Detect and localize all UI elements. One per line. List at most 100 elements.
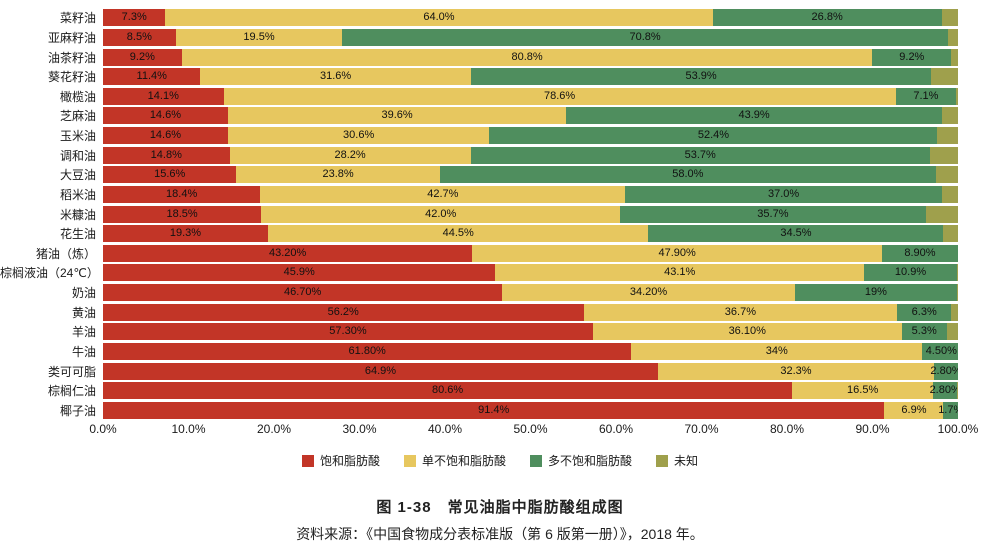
bar-segment-monounsaturated: 6.9% [884, 401, 944, 419]
bar-segment-monounsaturated: 28.2% [229, 146, 471, 164]
bar-segment-unknown [931, 68, 958, 86]
category-label: 芝麻油 [59, 109, 96, 124]
legend-swatch-polyunsaturated [530, 454, 542, 467]
bar-segment-monounsaturated: 43.1% [495, 264, 864, 282]
bar-segment-monounsaturated: 19.5% [175, 28, 343, 46]
category-label: 猪油（炼） [35, 246, 96, 261]
bar-segment-unknown [946, 323, 958, 341]
segment-value-label: 36.7% [724, 305, 756, 318]
segment-value-label: 15.6% [154, 168, 186, 181]
x-tick-label: 60.0% [598, 422, 634, 436]
x-tick-label: 80.0% [769, 422, 805, 436]
segment-value-label: 80.8% [511, 50, 543, 63]
segment-value-label: 43.1% [664, 266, 696, 279]
segment-value-label: 46.70% [283, 286, 322, 299]
bar-segment-saturated: 64.9% [103, 362, 658, 380]
chart-row: 芝麻油 14.6% 39.6% 43.9% [0, 106, 958, 126]
bar-segment-monounsaturated: 78.6% [223, 87, 896, 105]
chart-row: 棕榈仁油 80.6% 16.5% 2.80% [0, 381, 958, 401]
segment-value-label: 6.3% [911, 305, 937, 318]
x-tick-label: 70.0% [684, 422, 719, 436]
segment-value-label: 2.80% [929, 384, 958, 397]
category-label: 黄油 [71, 305, 96, 320]
legend-label: 未知 [674, 454, 699, 468]
segment-value-label: 14.8% [150, 148, 182, 161]
category-label: 油茶籽油 [47, 50, 96, 65]
x-tick-label: 90.0% [855, 422, 890, 436]
segment-value-label: 64.0% [423, 11, 455, 24]
bar-segment-unknown [957, 264, 958, 282]
bar-segment-saturated: 46.70% [103, 284, 503, 302]
stacked-bar: 46.70% 34.20% 19% [103, 284, 958, 302]
bar-segment-saturated: 61.80% [103, 342, 632, 360]
x-tick-label: 30.0% [342, 422, 377, 436]
stacked-bar: 56.2% 36.7% 6.3% [103, 303, 958, 321]
bar-segment-monounsaturated: 31.6% [200, 68, 471, 86]
stacked-bar: 11.4% 31.6% 53.9% [103, 68, 958, 86]
segment-value-label: 44.5% [442, 227, 474, 240]
bar-segment-saturated: 91.4% [103, 401, 885, 419]
bar-segment-saturated: 80.6% [103, 382, 793, 400]
chart-row: 棕榈液油（24℃） 45.9% 43.1% 10.9% [0, 263, 958, 283]
bar-segment-unknown [943, 225, 958, 243]
bar-segment-monounsaturated: 80.8% [181, 48, 873, 66]
bar-segment-monounsaturated: 44.5% [268, 225, 649, 243]
category-label: 类可可脂 [47, 364, 96, 379]
segment-value-label: 28.2% [334, 148, 366, 161]
segment-value-label: 43.20% [269, 246, 307, 259]
bar-segment-unknown [925, 205, 958, 223]
category-label: 椰子油 [59, 403, 96, 418]
bar-segment-polyunsaturated: 34.5% [648, 225, 944, 243]
bar-segment-polyunsaturated: 1.7% [938, 401, 958, 419]
bar-segment-saturated: 18.5% [103, 205, 262, 223]
x-tick-label: 20.0% [256, 422, 292, 436]
segment-value-label: 8.5% [126, 30, 152, 43]
stacked-bar: 9.2% 80.8% 9.2% [103, 48, 958, 66]
segment-value-label: 2.80% [930, 364, 958, 377]
bar-segment-unknown [941, 9, 958, 27]
chart-row: 玉米油 14.6% 30.6% 52.4% [0, 126, 958, 146]
bar-segment-polyunsaturated: 6.3% [897, 303, 952, 321]
bar-segment-unknown [937, 127, 958, 145]
segment-value-label: 80.6% [431, 384, 464, 397]
segment-value-label: 78.6% [543, 89, 576, 102]
legend-swatch-unknown [656, 454, 669, 467]
segment-value-label: 16.5% [847, 384, 879, 397]
bar-segment-saturated: 18.4% [103, 185, 261, 203]
stacked-bar: 64.9% 32.3% 2.80% [103, 362, 958, 380]
chart-row: 米糠油 18.5% 42.0% 35.7% [0, 204, 958, 224]
legend-item: 多不饱和脂肪酸 [530, 452, 632, 469]
bar-segment-unknown [941, 107, 958, 125]
segment-value-label: 19.5% [243, 30, 275, 43]
segment-value-label: 47.90% [658, 246, 696, 259]
category-label: 葵花籽油 [47, 70, 96, 85]
segment-value-label: 34.5% [780, 227, 812, 240]
bar-segment-unknown [929, 146, 958, 164]
segment-value-label: 4.50% [925, 344, 957, 357]
category-label: 橄榄油 [59, 89, 96, 104]
bar-segment-polyunsaturated: 2.80% [929, 382, 958, 400]
segment-value-label: 36.10% [728, 325, 766, 338]
bar-segment-polyunsaturated: 43.9% [566, 107, 942, 125]
segment-value-label: 43.9% [738, 109, 770, 122]
bar-segment-monounsaturated: 36.10% [592, 323, 902, 341]
category-label: 棕榈液油（24℃） [0, 266, 99, 281]
bar-segment-monounsaturated: 47.90% [472, 244, 882, 262]
bar-segment-monounsaturated: 39.6% [227, 107, 567, 125]
chart-row: 大豆油 15.6% 23.8% 58.0% [0, 165, 958, 185]
stacked-bar: 18.5% 42.0% 35.7% [103, 205, 958, 223]
segment-value-label: 57.30% [329, 325, 367, 338]
segment-value-label: 42.0% [425, 207, 457, 220]
x-tick-label: 100.0% [937, 422, 979, 436]
bar-segment-polyunsaturated: 26.8% [712, 9, 942, 27]
x-tick-label: 0.0% [89, 422, 117, 436]
category-label: 奶油 [71, 286, 96, 301]
segment-value-label: 39.6% [381, 109, 413, 122]
bar-segment-polyunsaturated: 53.9% [470, 68, 932, 86]
category-label: 调和油 [59, 148, 96, 163]
segment-value-label: 56.2% [327, 305, 359, 318]
category-label: 菜籽油 [59, 11, 96, 26]
segment-value-label: 14.6% [149, 109, 182, 122]
stacked-bar: 14.8% 28.2% 53.7% [103, 146, 958, 164]
legend-item: 未知 [656, 452, 698, 469]
